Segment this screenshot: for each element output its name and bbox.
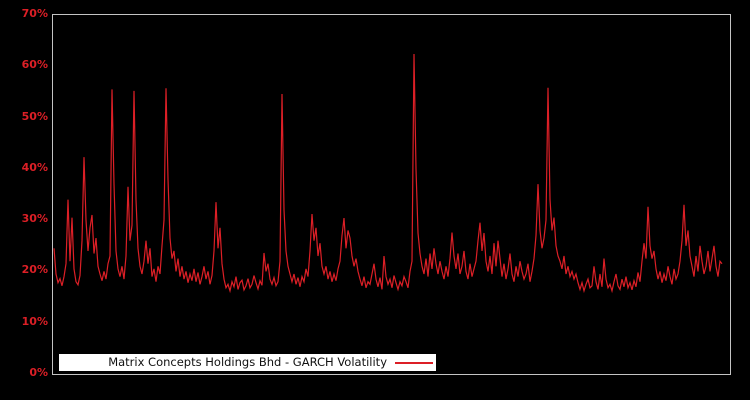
y-axis-tick-label: 40% xyxy=(21,160,48,174)
legend-line-sample-icon xyxy=(395,361,433,364)
plot-area: Matrix Concepts Holdings Bhd - GARCH Vol… xyxy=(52,14,731,375)
y-axis-tick-label: 50% xyxy=(21,109,48,123)
legend-label: Matrix Concepts Holdings Bhd - GARCH Vol… xyxy=(108,355,387,369)
series-svg xyxy=(53,53,723,294)
y-axis-tick-label: 30% xyxy=(21,212,48,226)
legend: Matrix Concepts Holdings Bhd - GARCH Vol… xyxy=(59,354,436,371)
y-axis-tick-label: 60% xyxy=(21,58,48,72)
y-axis-tick-label: 10% xyxy=(21,314,48,328)
y-axis-tick-label: 0% xyxy=(29,366,48,379)
y-axis-tick-label: 20% xyxy=(21,263,48,277)
y-axis-tick-label: 70% xyxy=(21,7,48,20)
volatility-line-series xyxy=(53,53,723,294)
